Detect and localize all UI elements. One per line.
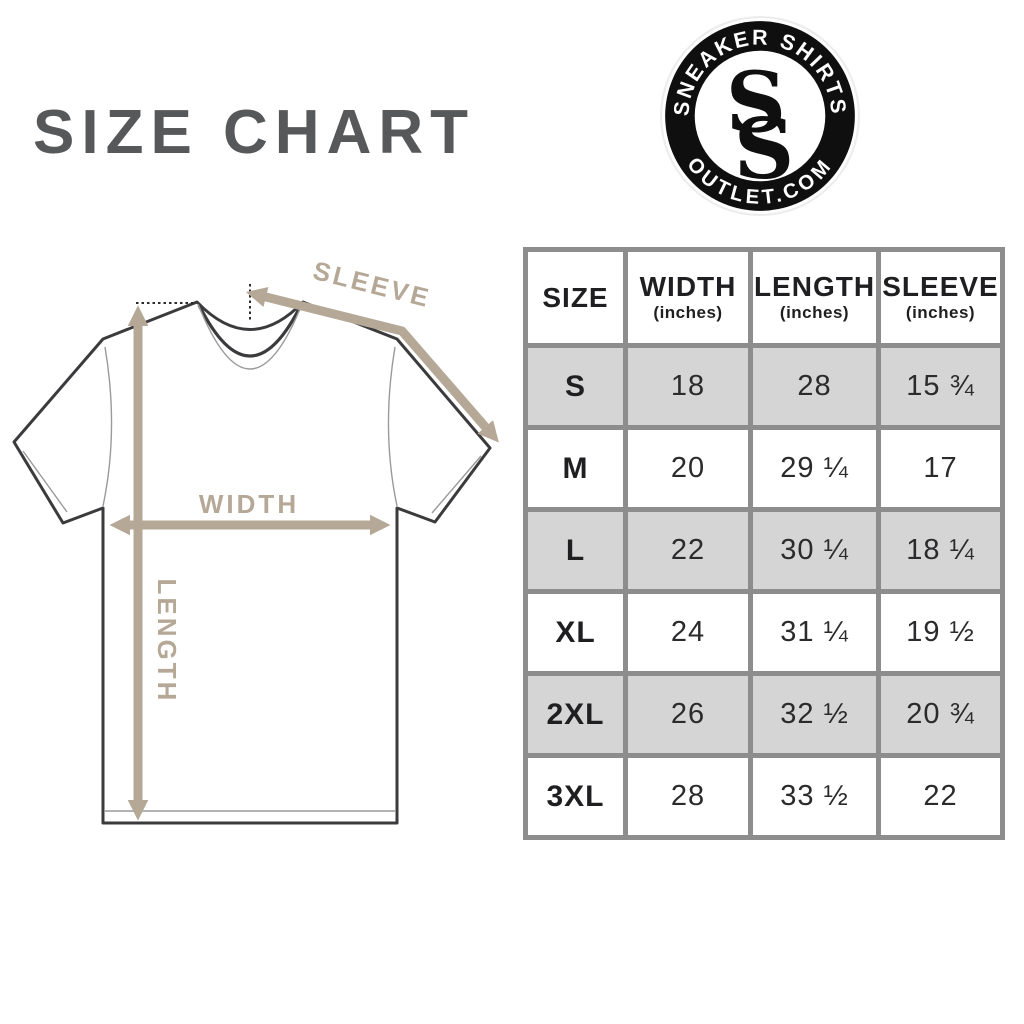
column-header-size: SIZE — [542, 281, 609, 313]
header-cell-length: LENGTH (inches) — [753, 252, 876, 343]
table-row-3xl-sleeve: 22 — [881, 758, 1000, 835]
table-row-m-length: 29 ¼ — [753, 430, 876, 507]
table-row-l-length: 30 ¼ — [753, 512, 876, 589]
width-arrow-label: WIDTH — [199, 489, 299, 519]
table-row-s-width: 18 — [628, 348, 748, 425]
table-row-3xl-width: 28 — [628, 758, 748, 835]
table-row-l-size: L — [528, 512, 623, 589]
table-row-2xl-sleeve: 20 ¾ — [881, 676, 1000, 753]
column-header-sleeve-units: (inches) — [905, 303, 976, 323]
column-header-length-units: (inches) — [779, 303, 850, 323]
sleeve-arrow — [245, 286, 499, 443]
left-body-seam — [102, 346, 113, 507]
logo-inner-circle — [694, 50, 826, 182]
table-row-s-length: 28 — [753, 348, 876, 425]
sleeve-arrow-label: SLEEVE — [310, 255, 434, 313]
table-row-xl-length: 31 ¼ — [753, 594, 876, 671]
header-cell-size: SIZE — [528, 252, 623, 343]
table-row-s-size: S — [528, 348, 623, 425]
column-header-width-units: (inches) — [653, 303, 723, 323]
table-row-l-sleeve: 18 ¼ — [881, 512, 1000, 589]
table-row-m-sleeve: 17 — [881, 430, 1000, 507]
table-row-3xl-length: 33 ½ — [753, 758, 876, 835]
header-cell-width: WIDTH (inches) — [628, 252, 748, 343]
column-header-sleeve: SLEEVE — [882, 270, 999, 302]
column-header-width: WIDTH — [639, 270, 737, 302]
left-cuff-seam — [22, 450, 68, 513]
table-row-2xl-size: 2XL — [528, 676, 623, 753]
table-row-xl-width: 24 — [628, 594, 748, 671]
table-row-m-width: 20 — [628, 430, 748, 507]
table-row-l-width: 22 — [628, 512, 748, 589]
size-chart-table: SIZE WIDTH (inches) LENGTH (inches) SLEE… — [523, 247, 1005, 840]
page-title: SIZE CHART — [33, 98, 475, 167]
length-arrow-label: LENGTH — [152, 579, 182, 704]
table-row-s-sleeve: 15 ¾ — [881, 348, 1000, 425]
tshirt-outline — [12, 300, 492, 825]
brand-logo: SNEAKER SHIRTS OUTLET.COM S S — [658, 14, 862, 218]
table-row-2xl-length: 32 ½ — [753, 676, 876, 753]
tshirt-diagram-icon: WIDTH LENGTH SLEEVE — [12, 255, 499, 825]
column-header-length: LENGTH — [753, 270, 876, 302]
svg-text:S: S — [726, 52, 786, 151]
table-row-m-size: M — [528, 430, 623, 507]
tshirt-measurement-diagram: WIDTH LENGTH SLEEVE — [0, 250, 520, 862]
table-row-3xl-size: 3XL — [528, 758, 623, 835]
svg-text:S: S — [734, 99, 794, 198]
right-cuff-seam — [431, 455, 482, 514]
header-cell-sleeve: SLEEVE (inches) — [881, 252, 1000, 343]
table-row-xl-sleeve: 19 ½ — [881, 594, 1000, 671]
table-row-xl-size: XL — [528, 594, 623, 671]
logo-ss-monogram: S S — [726, 52, 795, 198]
brand-logo-badge-icon: SNEAKER SHIRTS OUTLET.COM S S — [660, 16, 860, 216]
table-row-2xl-width: 26 — [628, 676, 748, 753]
